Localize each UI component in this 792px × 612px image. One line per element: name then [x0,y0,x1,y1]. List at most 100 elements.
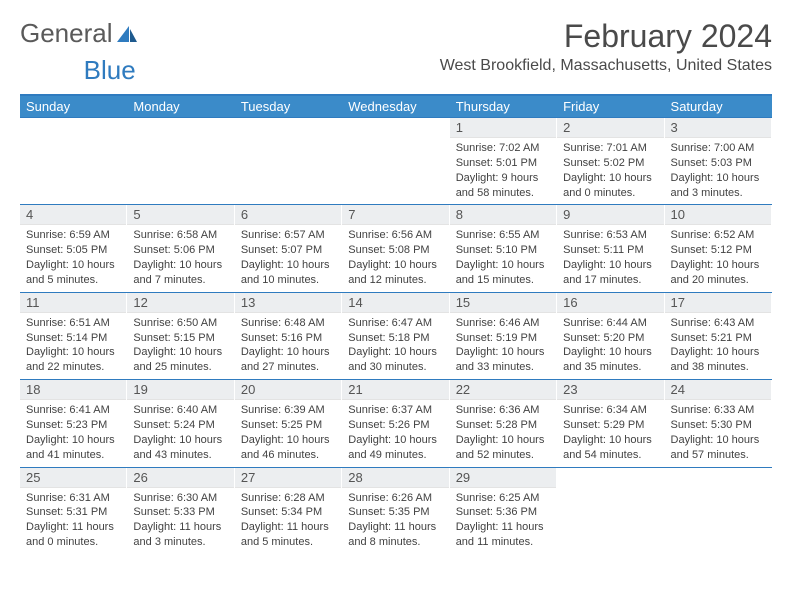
weekday-row: Sunday Monday Tuesday Wednesday Thursday… [20,96,772,117]
sunset-text: Sunset: 5:15 PM [133,331,227,346]
daylight-text: Daylight: 10 hours and 20 minutes. [671,258,765,288]
sunrise-text: Sunrise: 6:55 AM [456,228,550,243]
sunrise-text: Sunrise: 6:34 AM [563,403,657,418]
day-number: 21 [342,380,448,400]
sunrise-text: Sunrise: 6:46 AM [456,316,550,331]
day-content: Sunrise: 6:50 AMSunset: 5:15 PMDaylight:… [127,313,233,379]
day-cell: 28Sunrise: 6:26 AMSunset: 5:35 PMDayligh… [342,468,449,554]
day-cell: 10Sunrise: 6:52 AMSunset: 5:12 PMDayligh… [665,205,772,291]
day-number: 3 [665,118,771,138]
location: West Brookfield, Massachusetts, United S… [440,57,772,75]
day-content: Sunrise: 6:33 AMSunset: 5:30 PMDaylight:… [665,400,771,466]
daylight-text: Daylight: 10 hours and 7 minutes. [133,258,227,288]
sunset-text: Sunset: 5:20 PM [563,331,657,346]
sunrise-text: Sunrise: 6:50 AM [133,316,227,331]
day-cell: . [235,118,342,204]
day-content: Sunrise: 6:28 AMSunset: 5:34 PMDaylight:… [235,488,341,554]
day-number: 14 [342,293,448,313]
month-title: February 2024 [440,18,772,55]
sunset-text: Sunset: 5:02 PM [563,156,657,171]
sunrise-text: Sunrise: 6:26 AM [348,491,442,506]
sunset-text: Sunset: 5:06 PM [133,243,227,258]
sunrise-text: Sunrise: 6:48 AM [241,316,335,331]
day-content: Sunrise: 6:52 AMSunset: 5:12 PMDaylight:… [665,225,771,291]
daylight-text: Daylight: 10 hours and 30 minutes. [348,345,442,375]
sunset-text: Sunset: 5:26 PM [348,418,442,433]
day-cell: 22Sunrise: 6:36 AMSunset: 5:28 PMDayligh… [450,380,557,466]
day-content: Sunrise: 6:40 AMSunset: 5:24 PMDaylight:… [127,400,233,466]
day-number: 23 [557,380,663,400]
daylight-text: Daylight: 10 hours and 57 minutes. [671,433,765,463]
sunrise-text: Sunrise: 6:41 AM [26,403,120,418]
day-number: 9 [557,205,663,225]
sunrise-text: Sunrise: 6:53 AM [563,228,657,243]
day-content: Sunrise: 6:47 AMSunset: 5:18 PMDaylight:… [342,313,448,379]
sunset-text: Sunset: 5:23 PM [26,418,120,433]
day-cell: . [665,468,772,554]
day-cell: 29Sunrise: 6:25 AMSunset: 5:36 PMDayligh… [450,468,557,554]
day-number: 24 [665,380,771,400]
daylight-text: Daylight: 10 hours and 22 minutes. [26,345,120,375]
logo-text-2: Blue [84,55,136,86]
sunset-text: Sunset: 5:10 PM [456,243,550,258]
sunset-text: Sunset: 5:07 PM [241,243,335,258]
day-number: 4 [20,205,126,225]
day-number: 16 [557,293,663,313]
sunset-text: Sunset: 5:12 PM [671,243,765,258]
sunrise-text: Sunrise: 6:37 AM [348,403,442,418]
sunset-text: Sunset: 5:14 PM [26,331,120,346]
day-content: Sunrise: 6:25 AMSunset: 5:36 PMDaylight:… [450,488,556,554]
daylight-text: Daylight: 10 hours and 43 minutes. [133,433,227,463]
day-content: Sunrise: 6:43 AMSunset: 5:21 PMDaylight:… [665,313,771,379]
day-content: Sunrise: 6:48 AMSunset: 5:16 PMDaylight:… [235,313,341,379]
sunrise-text: Sunrise: 6:51 AM [26,316,120,331]
sunset-text: Sunset: 5:25 PM [241,418,335,433]
day-number: 22 [450,380,556,400]
day-content: Sunrise: 6:26 AMSunset: 5:35 PMDaylight:… [342,488,448,554]
day-content: Sunrise: 6:57 AMSunset: 5:07 PMDaylight:… [235,225,341,291]
day-content: Sunrise: 6:56 AMSunset: 5:08 PMDaylight:… [342,225,448,291]
daylight-text: Daylight: 10 hours and 38 minutes. [671,345,765,375]
sunrise-text: Sunrise: 7:02 AM [456,141,550,156]
day-content: Sunrise: 6:31 AMSunset: 5:31 PMDaylight:… [20,488,126,554]
day-cell: 15Sunrise: 6:46 AMSunset: 5:19 PMDayligh… [450,293,557,379]
day-cell: 23Sunrise: 6:34 AMSunset: 5:29 PMDayligh… [557,380,664,466]
day-cell: 20Sunrise: 6:39 AMSunset: 5:25 PMDayligh… [235,380,342,466]
day-number: 8 [450,205,556,225]
sunset-text: Sunset: 5:05 PM [26,243,120,258]
sunrise-text: Sunrise: 7:01 AM [563,141,657,156]
daylight-text: Daylight: 10 hours and 10 minutes. [241,258,335,288]
day-content: Sunrise: 6:39 AMSunset: 5:25 PMDaylight:… [235,400,341,466]
sunset-text: Sunset: 5:08 PM [348,243,442,258]
daylight-text: Daylight: 10 hours and 27 minutes. [241,345,335,375]
day-content: Sunrise: 7:02 AMSunset: 5:01 PMDaylight:… [450,138,556,204]
sunrise-text: Sunrise: 7:00 AM [671,141,765,156]
title-block: February 2024 West Brookfield, Massachus… [440,18,772,75]
day-content: Sunrise: 6:59 AMSunset: 5:05 PMDaylight:… [20,225,126,291]
day-number: 19 [127,380,233,400]
sunset-text: Sunset: 5:11 PM [563,243,657,258]
day-number: 6 [235,205,341,225]
day-cell: 24Sunrise: 6:33 AMSunset: 5:30 PMDayligh… [665,380,772,466]
day-cell: 14Sunrise: 6:47 AMSunset: 5:18 PMDayligh… [342,293,449,379]
logo-sail-icon [115,24,139,44]
daylight-text: Daylight: 10 hours and 3 minutes. [671,171,765,201]
day-content: Sunrise: 6:41 AMSunset: 5:23 PMDaylight:… [20,400,126,466]
day-number: 18 [20,380,126,400]
day-cell: 27Sunrise: 6:28 AMSunset: 5:34 PMDayligh… [235,468,342,554]
sunset-text: Sunset: 5:03 PM [671,156,765,171]
daylight-text: Daylight: 10 hours and 25 minutes. [133,345,227,375]
day-cell: 25Sunrise: 6:31 AMSunset: 5:31 PMDayligh… [20,468,127,554]
day-number: 20 [235,380,341,400]
calendar: Sunday Monday Tuesday Wednesday Thursday… [20,94,772,554]
day-cell: 17Sunrise: 6:43 AMSunset: 5:21 PMDayligh… [665,293,772,379]
day-cell: 18Sunrise: 6:41 AMSunset: 5:23 PMDayligh… [20,380,127,466]
day-number: 7 [342,205,448,225]
day-content: Sunrise: 6:46 AMSunset: 5:19 PMDaylight:… [450,313,556,379]
day-cell: 26Sunrise: 6:30 AMSunset: 5:33 PMDayligh… [127,468,234,554]
week-row: ....1Sunrise: 7:02 AMSunset: 5:01 PMDayl… [20,117,772,204]
day-cell: . [342,118,449,204]
day-content: Sunrise: 6:44 AMSunset: 5:20 PMDaylight:… [557,313,663,379]
day-number: 2 [557,118,663,138]
daylight-text: Daylight: 10 hours and 41 minutes. [26,433,120,463]
